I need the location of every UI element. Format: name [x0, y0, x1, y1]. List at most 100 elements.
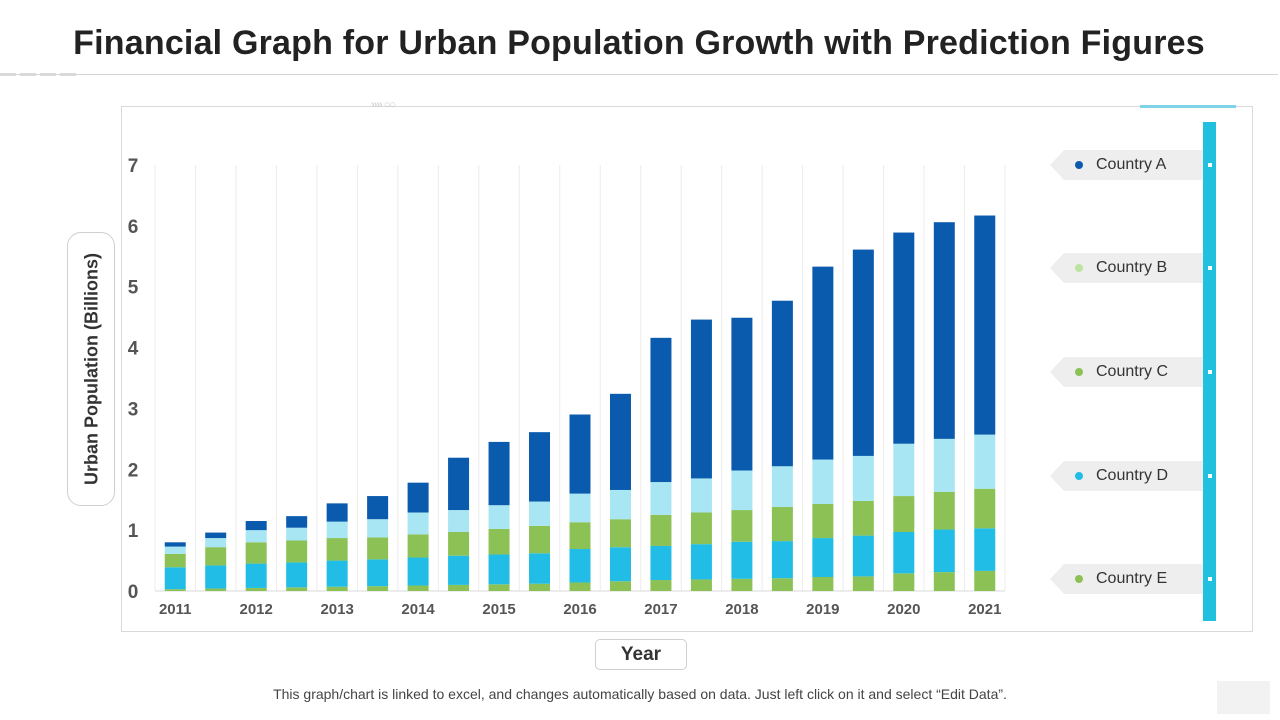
bar-segment-country-b[interactable] [286, 527, 308, 541]
bar-segment-country-d[interactable] [164, 567, 186, 590]
bar-segment-country-a[interactable] [893, 232, 915, 444]
bar-segment-country-a[interactable] [609, 393, 631, 490]
bar-segment-country-c[interactable] [205, 547, 227, 566]
bar-segment-country-e[interactable] [974, 570, 996, 591]
bar-segment-country-e[interactable] [933, 572, 955, 591]
bar-segment-country-d[interactable] [286, 562, 308, 588]
bar-segment-country-b[interactable] [812, 459, 834, 504]
bar-segment-country-e[interactable] [893, 573, 915, 591]
bar-segment-country-e[interactable] [326, 586, 348, 591]
bar-segment-country-e[interactable] [205, 588, 227, 591]
bar-segment-country-d[interactable] [448, 555, 470, 585]
bar-segment-country-a[interactable] [367, 496, 389, 520]
bar-segment-country-d[interactable] [690, 544, 712, 580]
bar-segment-country-d[interactable] [771, 541, 793, 579]
bar-segment-country-a[interactable] [286, 516, 308, 528]
bar-segment-country-e[interactable] [690, 579, 712, 591]
bar-segment-country-a[interactable] [852, 249, 874, 456]
bar-segment-country-b[interactable] [205, 538, 227, 548]
bar-segment-country-e[interactable] [407, 585, 429, 591]
bar-segment-country-b[interactable] [164, 546, 186, 554]
bar-segment-country-e[interactable] [771, 578, 793, 591]
bar-segment-country-e[interactable] [650, 580, 672, 591]
bar-segment-country-a[interactable] [974, 215, 996, 435]
bar-segment-country-c[interactable] [164, 553, 186, 568]
legend-item[interactable]: Country E [1050, 564, 1212, 594]
bar-segment-country-b[interactable] [407, 512, 429, 535]
bar-segment-country-b[interactable] [690, 478, 712, 513]
bar-segment-country-a[interactable] [164, 542, 186, 547]
bar-segment-country-e[interactable] [245, 587, 267, 591]
bar-segment-country-c[interactable] [407, 534, 429, 558]
bar-segment-country-c[interactable] [771, 507, 793, 542]
bar-segment-country-b[interactable] [933, 438, 955, 492]
bar-segment-country-e[interactable] [448, 584, 470, 591]
bar-segment-country-c[interactable] [326, 538, 348, 561]
bar-segment-country-d[interactable] [529, 553, 551, 584]
bar-segment-country-c[interactable] [690, 512, 712, 545]
bar-segment-country-d[interactable] [974, 528, 996, 571]
bar-segment-country-c[interactable] [731, 510, 753, 542]
bar-segment-country-b[interactable] [448, 510, 470, 532]
bar-segment-country-d[interactable] [367, 559, 389, 587]
bar-segment-country-b[interactable] [893, 443, 915, 497]
bar-segment-country-d[interactable] [245, 563, 267, 588]
legend-item[interactable]: Country B [1050, 253, 1212, 283]
bar-segment-country-c[interactable] [286, 540, 308, 563]
bar-segment-country-b[interactable] [326, 521, 348, 539]
bar-segment-country-b[interactable] [529, 501, 551, 526]
bar-segment-country-e[interactable] [367, 586, 389, 591]
bar-segment-country-a[interactable] [245, 521, 267, 531]
bar-segment-country-d[interactable] [407, 557, 429, 586]
bar-segment-country-c[interactable] [367, 537, 389, 560]
bar-segment-country-b[interactable] [569, 493, 591, 523]
legend-item[interactable]: Country C [1050, 357, 1212, 387]
bar-segment-country-e[interactable] [569, 582, 591, 591]
bar-segment-country-a[interactable] [569, 414, 591, 494]
bar-segment-country-c[interactable] [974, 488, 996, 529]
bar-segment-country-b[interactable] [650, 482, 672, 515]
bar-segment-country-c[interactable] [893, 496, 915, 532]
bar-segment-country-e[interactable] [731, 578, 753, 591]
bar-segment-country-e[interactable] [529, 583, 551, 591]
bar-segment-country-b[interactable] [974, 434, 996, 489]
bar-segment-country-b[interactable] [367, 519, 389, 538]
bar-segment-country-a[interactable] [650, 337, 672, 483]
bar-segment-country-c[interactable] [852, 500, 874, 536]
bar-segment-country-c[interactable] [650, 514, 672, 546]
bar-segment-country-c[interactable] [448, 531, 470, 556]
bar-segment-country-a[interactable] [529, 432, 551, 502]
bar-segment-country-e[interactable] [852, 576, 874, 591]
bar-segment-country-c[interactable] [529, 525, 551, 554]
bar-segment-country-a[interactable] [933, 222, 955, 439]
bar-segment-country-a[interactable] [771, 300, 793, 467]
bar-segment-country-d[interactable] [731, 541, 753, 579]
bar-segment-country-e[interactable] [286, 587, 308, 591]
bar-segment-country-a[interactable] [812, 266, 834, 460]
bar-segment-country-c[interactable] [933, 491, 955, 530]
legend-item[interactable]: Country D [1050, 461, 1212, 491]
bar-segment-country-b[interactable] [771, 466, 793, 508]
bar-segment-country-e[interactable] [488, 584, 510, 591]
bar-segment-country-b[interactable] [731, 470, 753, 511]
bar-segment-country-b[interactable] [852, 455, 874, 501]
bar-segment-country-c[interactable] [812, 503, 834, 539]
bar-segment-country-a[interactable] [488, 441, 510, 506]
bar-segment-country-a[interactable] [205, 532, 227, 539]
bar-segment-country-a[interactable] [326, 503, 348, 522]
bar-segment-country-a[interactable] [448, 457, 470, 511]
bar-segment-country-a[interactable] [407, 482, 429, 513]
bar-segment-country-d[interactable] [893, 531, 915, 574]
bar-segment-country-c[interactable] [245, 542, 267, 564]
bar-segment-country-d[interactable] [569, 549, 591, 583]
bar-segment-country-e[interactable] [164, 589, 186, 591]
bar-segment-country-e[interactable] [812, 577, 834, 591]
bar-segment-country-a[interactable] [731, 317, 753, 471]
bar-segment-country-d[interactable] [650, 545, 672, 581]
bar-segment-country-c[interactable] [569, 522, 591, 550]
bar-segment-country-d[interactable] [933, 529, 955, 573]
bar-segment-country-c[interactable] [609, 519, 631, 548]
bar-segment-country-d[interactable] [488, 554, 510, 585]
bar-segment-country-a[interactable] [690, 319, 712, 479]
